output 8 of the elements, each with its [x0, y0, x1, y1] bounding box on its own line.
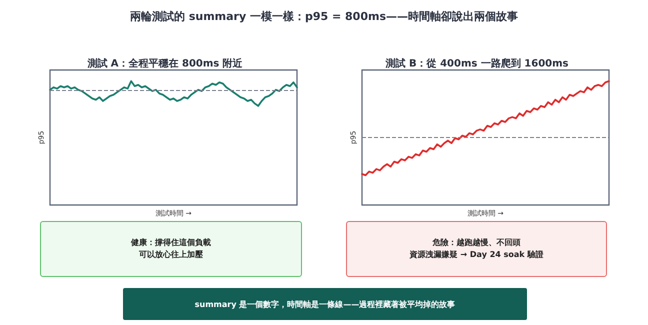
- text: 資源洩漏嫌疑 → Day 24 soak 驗證: [410, 249, 544, 261]
- chart-title: 測試 B：從 400ms 一路爬到 1600ms: [384, 58, 569, 70]
- text: 危險：越跑越慢、不回頭: [432, 237, 520, 249]
- text: 可以放心往上加壓: [139, 249, 203, 261]
- chart-title: 測試 A：全程平穩在 800ms 附近: [86, 58, 244, 70]
- text: 兩輪測試的 summary 一模一樣：p95 = 800ms——時間軸卻說出兩個故事: [128, 9, 519, 24]
- text: 健康：撐得住這個負載: [131, 237, 211, 249]
- text: summary 是一個數字，時間軸是一條線——過程裡藏著被平均掉的故事: [123, 288, 527, 320]
